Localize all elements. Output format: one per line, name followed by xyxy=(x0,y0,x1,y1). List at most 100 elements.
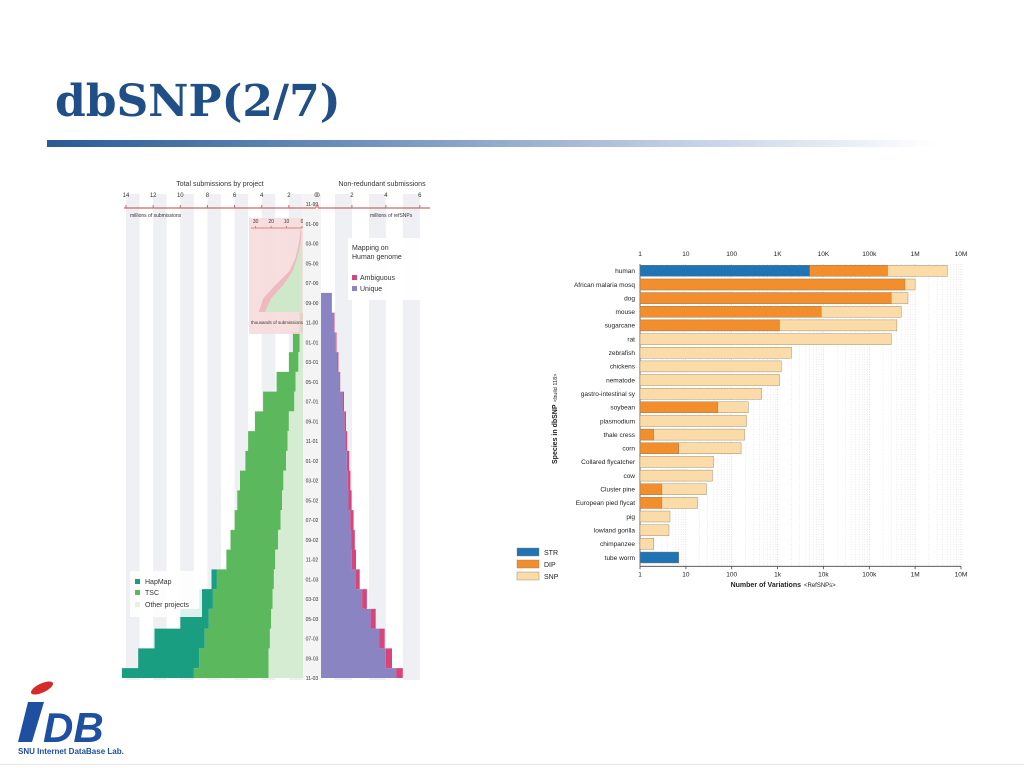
time-label: 03-01 xyxy=(306,360,319,366)
legend-label-dip: DIP xyxy=(544,562,556,569)
grid-stripe xyxy=(153,194,167,680)
left-axis-unit: millions of submissions xyxy=(130,213,182,219)
x-tick-label-top: 10K xyxy=(818,251,830,258)
project-legend-box xyxy=(130,571,202,617)
bar-dip xyxy=(639,401,719,414)
category-label: African malaria mosq xyxy=(574,282,635,289)
time-label: 03-03 xyxy=(306,597,319,603)
category-label: zebrafish xyxy=(609,350,636,357)
tsc-swatch xyxy=(135,590,140,595)
title-underline xyxy=(47,140,937,147)
inset-tick-label: 10 xyxy=(284,219,290,225)
unique-swatch xyxy=(352,286,357,291)
mapping-legend-title: Mapping on Human genome xyxy=(352,245,402,261)
left-axis-tick-label: 0 xyxy=(314,193,318,199)
logo-i xyxy=(18,702,44,742)
category-label: tube worm xyxy=(605,555,635,562)
time-label: 05-01 xyxy=(306,380,319,386)
slide-title: dbSNP(2/7) xyxy=(55,76,341,127)
inset-tick-label: 30 xyxy=(253,219,259,225)
category-label: thale cress xyxy=(604,432,636,439)
bar-dip xyxy=(639,483,663,495)
grid-stripe xyxy=(402,194,420,680)
time-label: 11-03 xyxy=(306,676,319,680)
x-tick-label-bottom: 100k xyxy=(862,571,877,578)
category-label: nematode xyxy=(606,377,635,384)
left-axis-tick-label: 14 xyxy=(123,193,130,199)
bar-snp xyxy=(639,469,713,482)
logo-caption: SNU Internet DataBase Lab. xyxy=(18,747,124,756)
right-axis-tick-label: 2 xyxy=(350,193,354,199)
time-label: 05-03 xyxy=(306,617,319,623)
category-label: dog xyxy=(624,295,635,302)
left-axis-tick-label: 12 xyxy=(150,193,157,199)
legend-unique: Unique xyxy=(360,286,382,293)
bar-snp xyxy=(639,510,671,523)
category-label: sugarcane xyxy=(605,323,636,330)
time-label: 09-03 xyxy=(306,656,319,662)
time-label: 01-00 xyxy=(306,222,319,228)
x-tick-label-bottom: 10M xyxy=(955,571,968,578)
time-label: 05-00 xyxy=(306,261,319,267)
bar-snp xyxy=(639,538,655,550)
ambiguous-swatch xyxy=(352,275,357,280)
category-label: corn xyxy=(622,446,635,453)
bar-dip xyxy=(639,319,780,332)
x-tick-label-top: 1 xyxy=(638,251,642,258)
x-axis-label-note: <RefSNPs> xyxy=(804,583,836,589)
grid-stripe xyxy=(180,194,194,680)
submissions-chart: 30 20 10 0 11-9901-0003-0005-0007-0009-0011… xyxy=(120,172,432,680)
inset-axis-note: thousands of submissions xyxy=(251,320,304,325)
left-axis-tick-label: 8 xyxy=(206,193,210,199)
bar-dip xyxy=(639,278,906,291)
right-axis-tick-label: 0 xyxy=(316,193,320,199)
time-label: 11-99 xyxy=(306,202,319,208)
time-label: 03-02 xyxy=(306,479,319,485)
x-tick-label-bottom: 1 xyxy=(638,571,642,578)
legend-hapmap: HapMap xyxy=(145,579,172,586)
tsc-area xyxy=(193,204,316,678)
left-axis-tick-label: 6 xyxy=(233,193,237,199)
bar-snp xyxy=(639,346,792,359)
grid-stripe xyxy=(126,194,140,680)
category-label: European pied flycat xyxy=(576,500,635,507)
bar-dip xyxy=(639,292,892,304)
mapping-legend-box xyxy=(348,238,422,300)
left-axis-tick-label: 2 xyxy=(287,193,291,199)
bar-snp xyxy=(639,428,745,441)
bar-snp xyxy=(639,456,714,468)
grid-stripe xyxy=(207,194,221,680)
category-label: chickens xyxy=(610,364,636,371)
time-label: 01-02 xyxy=(306,459,319,465)
time-label: 09-02 xyxy=(306,538,319,544)
category-label: plasmodium xyxy=(600,418,635,425)
logo-mark: DB xyxy=(43,704,104,751)
legend-swatch-snp xyxy=(516,571,540,581)
legend-swatch-dip xyxy=(516,559,540,569)
x-tick-label-top: 100 xyxy=(726,251,737,258)
time-label: 07-02 xyxy=(306,518,319,524)
y-axis-label-note: <build 118> xyxy=(553,374,559,402)
bar-dip xyxy=(639,428,655,441)
category-label: cow xyxy=(623,473,635,480)
left-axis-tick-label: 4 xyxy=(260,193,264,199)
time-label: 03-00 xyxy=(306,242,319,248)
right-axis-unit: millions of refSNPs xyxy=(370,213,413,219)
unique-area xyxy=(318,204,397,678)
time-label: 09-01 xyxy=(306,419,319,425)
category-label: human xyxy=(615,268,635,275)
time-label: 07-03 xyxy=(306,637,319,643)
time-label: 05-02 xyxy=(306,498,319,504)
inset-tick-label: 0 xyxy=(301,219,304,225)
bar-snp xyxy=(639,387,762,400)
x-tick-label-top: 10 xyxy=(682,251,690,258)
category-label: pig xyxy=(626,514,635,521)
category-label: Collared flycatcher xyxy=(581,459,636,466)
x-tick-label-bottom: 1k xyxy=(774,571,782,578)
bar-snp xyxy=(639,524,670,536)
category-label: chimpanzee xyxy=(600,541,635,548)
y-axis-label: Species in dbSNP xyxy=(552,404,559,464)
category-label: gastro-intestinal sy xyxy=(581,391,636,398)
idb-logo: DB SNU Internet DataBase Lab. xyxy=(18,681,124,756)
x-tick-label-bottom: 1M xyxy=(911,571,920,578)
